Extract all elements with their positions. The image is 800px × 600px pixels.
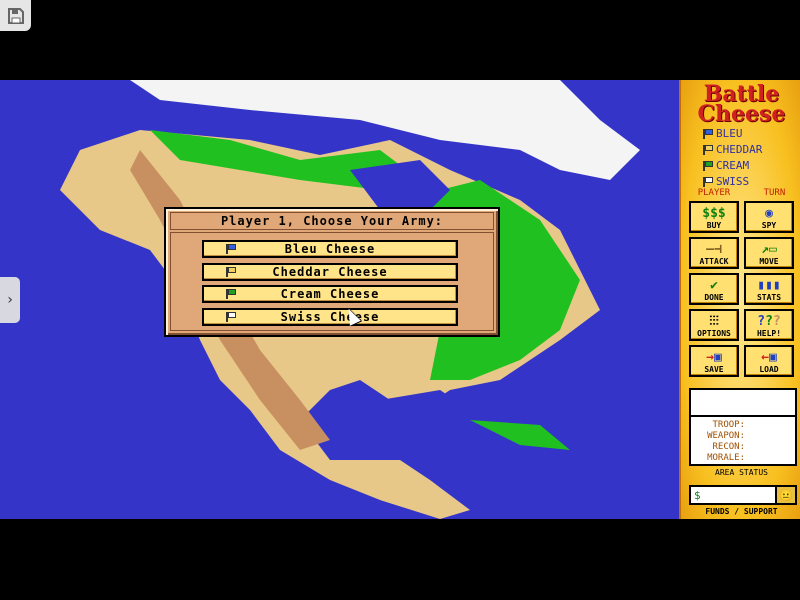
flag-icon	[703, 161, 713, 171]
weapon-label: WEAPON:	[707, 431, 745, 441]
help-button[interactable]: ??? HELP!	[744, 309, 794, 341]
side-panel-toggle[interactable]: ›	[0, 277, 20, 323]
funds-caption: FUNDS / SUPPORT	[705, 507, 778, 516]
stats-button[interactable]: ▮▮▮ STATS	[744, 273, 794, 305]
gulf-of-mexico	[380, 390, 470, 440]
move-icon: ↗▭	[761, 242, 777, 257]
load-icon: ←▣	[761, 350, 777, 365]
morale-label: MORALE:	[707, 453, 745, 463]
funds-value: $	[694, 488, 701, 502]
flag-icon	[226, 312, 236, 322]
game-title-line1: Battle	[703, 81, 780, 107]
question-icon: ???	[757, 314, 781, 329]
flag-icon	[703, 177, 713, 187]
area-status-box: TROOP: WEAPON: RECON: MORALE:	[689, 388, 797, 466]
flag-icon	[226, 267, 236, 277]
dialog-title: Player 1, Choose Your Army:	[170, 212, 494, 230]
area-status-caption: AREA STATUS	[715, 468, 768, 477]
flag-icon	[703, 129, 713, 139]
sword-icon: —⊣	[706, 242, 722, 257]
player-cream: CREAM	[703, 158, 762, 174]
move-button[interactable]: ↗▭ MOVE	[744, 237, 794, 269]
money-icon: $$$	[702, 206, 726, 221]
forest-north	[150, 130, 420, 190]
chevron-right-icon: ›	[5, 292, 15, 308]
attack-button[interactable]: —⊣ ATTACK	[689, 237, 739, 269]
save-icon: →▣	[706, 350, 722, 365]
buy-button[interactable]: $$$ BUY	[689, 201, 739, 233]
player-bleu: BLEU	[703, 126, 762, 142]
control-panel: Battle Cheese BLEU CHEDDAR CREAM SWISS P…	[679, 80, 800, 519]
flag-icon	[226, 289, 236, 299]
done-button[interactable]: ✔ DONE	[689, 273, 739, 305]
support-face-icon: 😐	[775, 487, 795, 503]
eye-icon: ◉	[765, 206, 773, 221]
player-turn-list: BLEU CHEDDAR CREAM SWISS	[703, 126, 762, 190]
flag-icon	[226, 244, 236, 254]
save-state-button[interactable]	[0, 0, 31, 31]
greenland-snow	[130, 80, 640, 180]
player-swiss: SWISS	[703, 174, 762, 190]
checkmark-icon: ✔	[710, 278, 718, 293]
caribbean-islands	[470, 420, 570, 450]
hudson-bay	[350, 160, 450, 220]
troop-label: TROOP:	[712, 420, 745, 430]
spy-button[interactable]: ◉ SPY	[744, 201, 794, 233]
sliders-icon: ⫶⫶⫶	[709, 314, 719, 329]
options-button[interactable]: ⫶⫶⫶ OPTIONS	[689, 309, 739, 341]
area-name	[691, 390, 795, 417]
funds-box: $ 😐	[689, 485, 797, 505]
turn-indicator: PLAYER TURN	[697, 188, 786, 198]
army-option-swiss[interactable]: Swiss Cheese	[202, 308, 458, 326]
player-cheddar: CHEDDAR	[703, 142, 762, 158]
army-option-cream[interactable]: Cream Cheese	[202, 285, 458, 303]
floppy-icon	[7, 7, 24, 24]
bar-chart-icon: ▮▮▮	[757, 278, 781, 293]
game-title-line2: Cheese	[697, 101, 786, 127]
army-option-bleu[interactable]: Bleu Cheese	[202, 240, 458, 258]
load-button[interactable]: ←▣ LOAD	[744, 345, 794, 377]
recon-label: RECON:	[712, 442, 745, 452]
army-option-cheddar[interactable]: Cheddar Cheese	[202, 263, 458, 281]
flag-icon	[703, 145, 713, 155]
save-button[interactable]: →▣ SAVE	[689, 345, 739, 377]
choose-army-dialog: Player 1, Choose Your Army: Bleu Cheese …	[164, 207, 500, 337]
